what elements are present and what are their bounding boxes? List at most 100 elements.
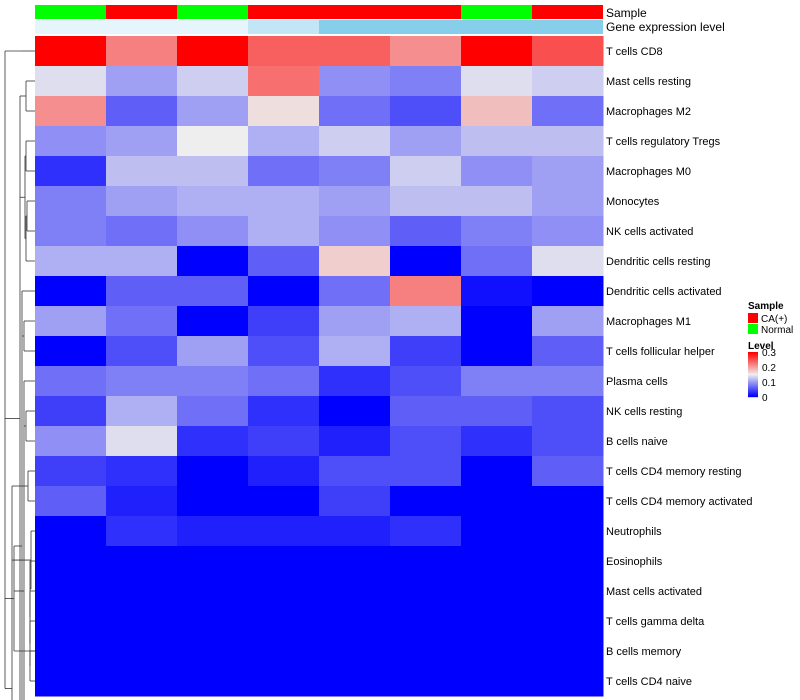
heatmap-cell [390, 366, 462, 397]
level-gradient-segment [748, 395, 758, 397]
heatmap-cell [177, 576, 249, 607]
heatmap-cell [106, 546, 178, 577]
heatmap-cell [319, 216, 391, 247]
level-gradient-segment [748, 356, 758, 358]
level-gradient-segment [748, 378, 758, 380]
sample-legend-swatch [748, 324, 758, 334]
row-label: T cells CD8 [606, 46, 663, 58]
heatmap-cell [461, 126, 533, 157]
heatmap-cell [177, 66, 249, 97]
heatmap-cell [461, 306, 533, 337]
heatmap-cell [461, 456, 533, 487]
row-label: T cells CD4 naive [606, 676, 692, 688]
heatmap-cell [532, 66, 604, 97]
heatmap-cell [390, 456, 462, 487]
heatmap-cell [35, 36, 107, 67]
heatmap-cell [461, 486, 533, 517]
heatmap-cell [390, 306, 462, 337]
heatmap-cell [106, 156, 178, 187]
level-gradient-segment [748, 364, 758, 366]
heatmap-cell [461, 546, 533, 577]
row-label: Macrophages M2 [606, 106, 691, 118]
heatmap-cell [106, 36, 178, 67]
heatmap-cell [532, 426, 604, 457]
expression-annotation-cell [248, 20, 319, 34]
heatmap-cell [248, 516, 320, 547]
heatmap-cell [390, 96, 462, 127]
level-gradient-segment [748, 371, 758, 373]
level-gradient-segment [748, 382, 758, 384]
expression-annotation-cell [532, 20, 603, 34]
heatmap-cell [532, 186, 604, 217]
heatmap-cell [106, 636, 178, 667]
heatmap-cell [390, 156, 462, 187]
heatmap-cell [106, 486, 178, 517]
level-gradient-segment [748, 374, 758, 376]
heatmap-cell [177, 666, 249, 697]
heatmap-cell [319, 96, 391, 127]
heatmap-cell [532, 306, 604, 337]
heatmap-cell [461, 606, 533, 637]
heatmap-cell [177, 516, 249, 547]
level-gradient-segment [748, 366, 758, 368]
heatmap-cell [248, 666, 320, 697]
level-gradient-segment [748, 361, 758, 363]
heatmap-cell [532, 36, 604, 67]
heatmap-cell [106, 366, 178, 397]
heatmap-cell [390, 186, 462, 217]
level-gradient-segment [748, 354, 758, 356]
heatmap-cell [177, 606, 249, 637]
heatmap-cell [390, 246, 462, 277]
heatmap-cell [106, 336, 178, 367]
level-gradient-segment [748, 393, 758, 395]
heatmap-cell [532, 126, 604, 157]
level-gradient-segment [748, 375, 758, 377]
heatmap-cell [319, 36, 391, 67]
heatmap-cell [177, 306, 249, 337]
heatmap-cell [35, 276, 107, 307]
heatmap-cell [461, 66, 533, 97]
row-label: B cells memory [606, 646, 682, 658]
expression-track-label: Gene expression level [606, 20, 725, 34]
level-gradient-segment [748, 359, 758, 361]
heatmap-cell [461, 396, 533, 427]
heatmap-cell [177, 276, 249, 307]
heatmap-cell [461, 246, 533, 277]
heatmap-cell [461, 186, 533, 217]
heatmap-cell [35, 576, 107, 607]
heatmap-cell [35, 486, 107, 517]
heatmap-cell [319, 336, 391, 367]
heatmap-cell [177, 246, 249, 277]
heatmap-cell [248, 126, 320, 157]
heatmap-cell [461, 216, 533, 247]
heatmap-cell [319, 666, 391, 697]
expression-annotation-cell [319, 20, 390, 34]
heatmap-cell [461, 366, 533, 397]
expression-annotation-cell [177, 20, 248, 34]
heatmap-cell [532, 156, 604, 187]
level-gradient-segment [748, 376, 758, 378]
heatmap-cell [106, 606, 178, 637]
sample-legend-label: Normal [761, 325, 793, 336]
heatmap-cell [248, 576, 320, 607]
heatmap-cell [319, 126, 391, 157]
heatmap-cell [177, 546, 249, 577]
heatmap-cell [177, 426, 249, 457]
level-gradient-segment [748, 396, 758, 398]
heatmap-cell [390, 276, 462, 307]
level-gradient-segment [748, 358, 758, 360]
heatmap-cell [319, 186, 391, 217]
level-gradient-segment [748, 384, 758, 386]
row-label: T cells follicular helper [606, 346, 715, 358]
heatmap-cell [461, 36, 533, 67]
level-tick-label: 0.2 [762, 363, 776, 374]
heatmap-cell [248, 246, 320, 277]
heatmap-cell [248, 66, 320, 97]
heatmap-cell [390, 516, 462, 547]
heatmap-cell [35, 186, 107, 217]
heatmap-cell [177, 126, 249, 157]
heatmap-cell [177, 186, 249, 217]
level-gradient-segment [748, 365, 758, 367]
heatmap-cell [390, 426, 462, 457]
heatmap-cell [532, 576, 604, 607]
